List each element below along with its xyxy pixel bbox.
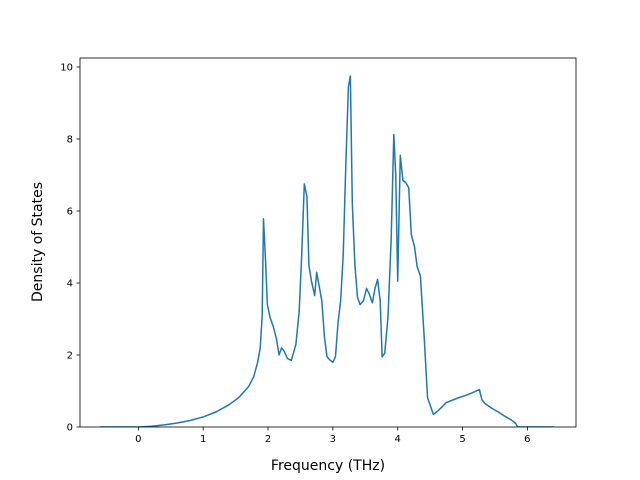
x-axis-label: Frequency (THz)	[271, 458, 385, 474]
x-tick-label: 2	[265, 434, 271, 445]
x-tick-label: 4	[395, 434, 401, 445]
y-tick-label: 2	[67, 351, 73, 362]
plot-area	[100, 75, 554, 427]
y-tick-label: 0	[67, 423, 73, 434]
y-axis-label: Density of States	[30, 182, 46, 302]
dos-series-line-0	[100, 75, 554, 427]
x-tick-label: 5	[459, 434, 465, 445]
x-tick-label: 1	[200, 434, 206, 445]
y-tick-label: 8	[67, 135, 73, 146]
y-tick-label: 4	[67, 279, 73, 290]
x-tick-label: 6	[524, 434, 530, 445]
x-tick-label: 0	[135, 434, 141, 445]
axes-frame	[79, 57, 577, 428]
y-tick-label: 6	[67, 207, 73, 218]
x-tick-label: 3	[330, 434, 336, 445]
axes: 0 1 2 3 4 5 6 0 2 4 6 8 10	[60, 57, 577, 445]
y-tick-label: 10	[60, 63, 73, 74]
